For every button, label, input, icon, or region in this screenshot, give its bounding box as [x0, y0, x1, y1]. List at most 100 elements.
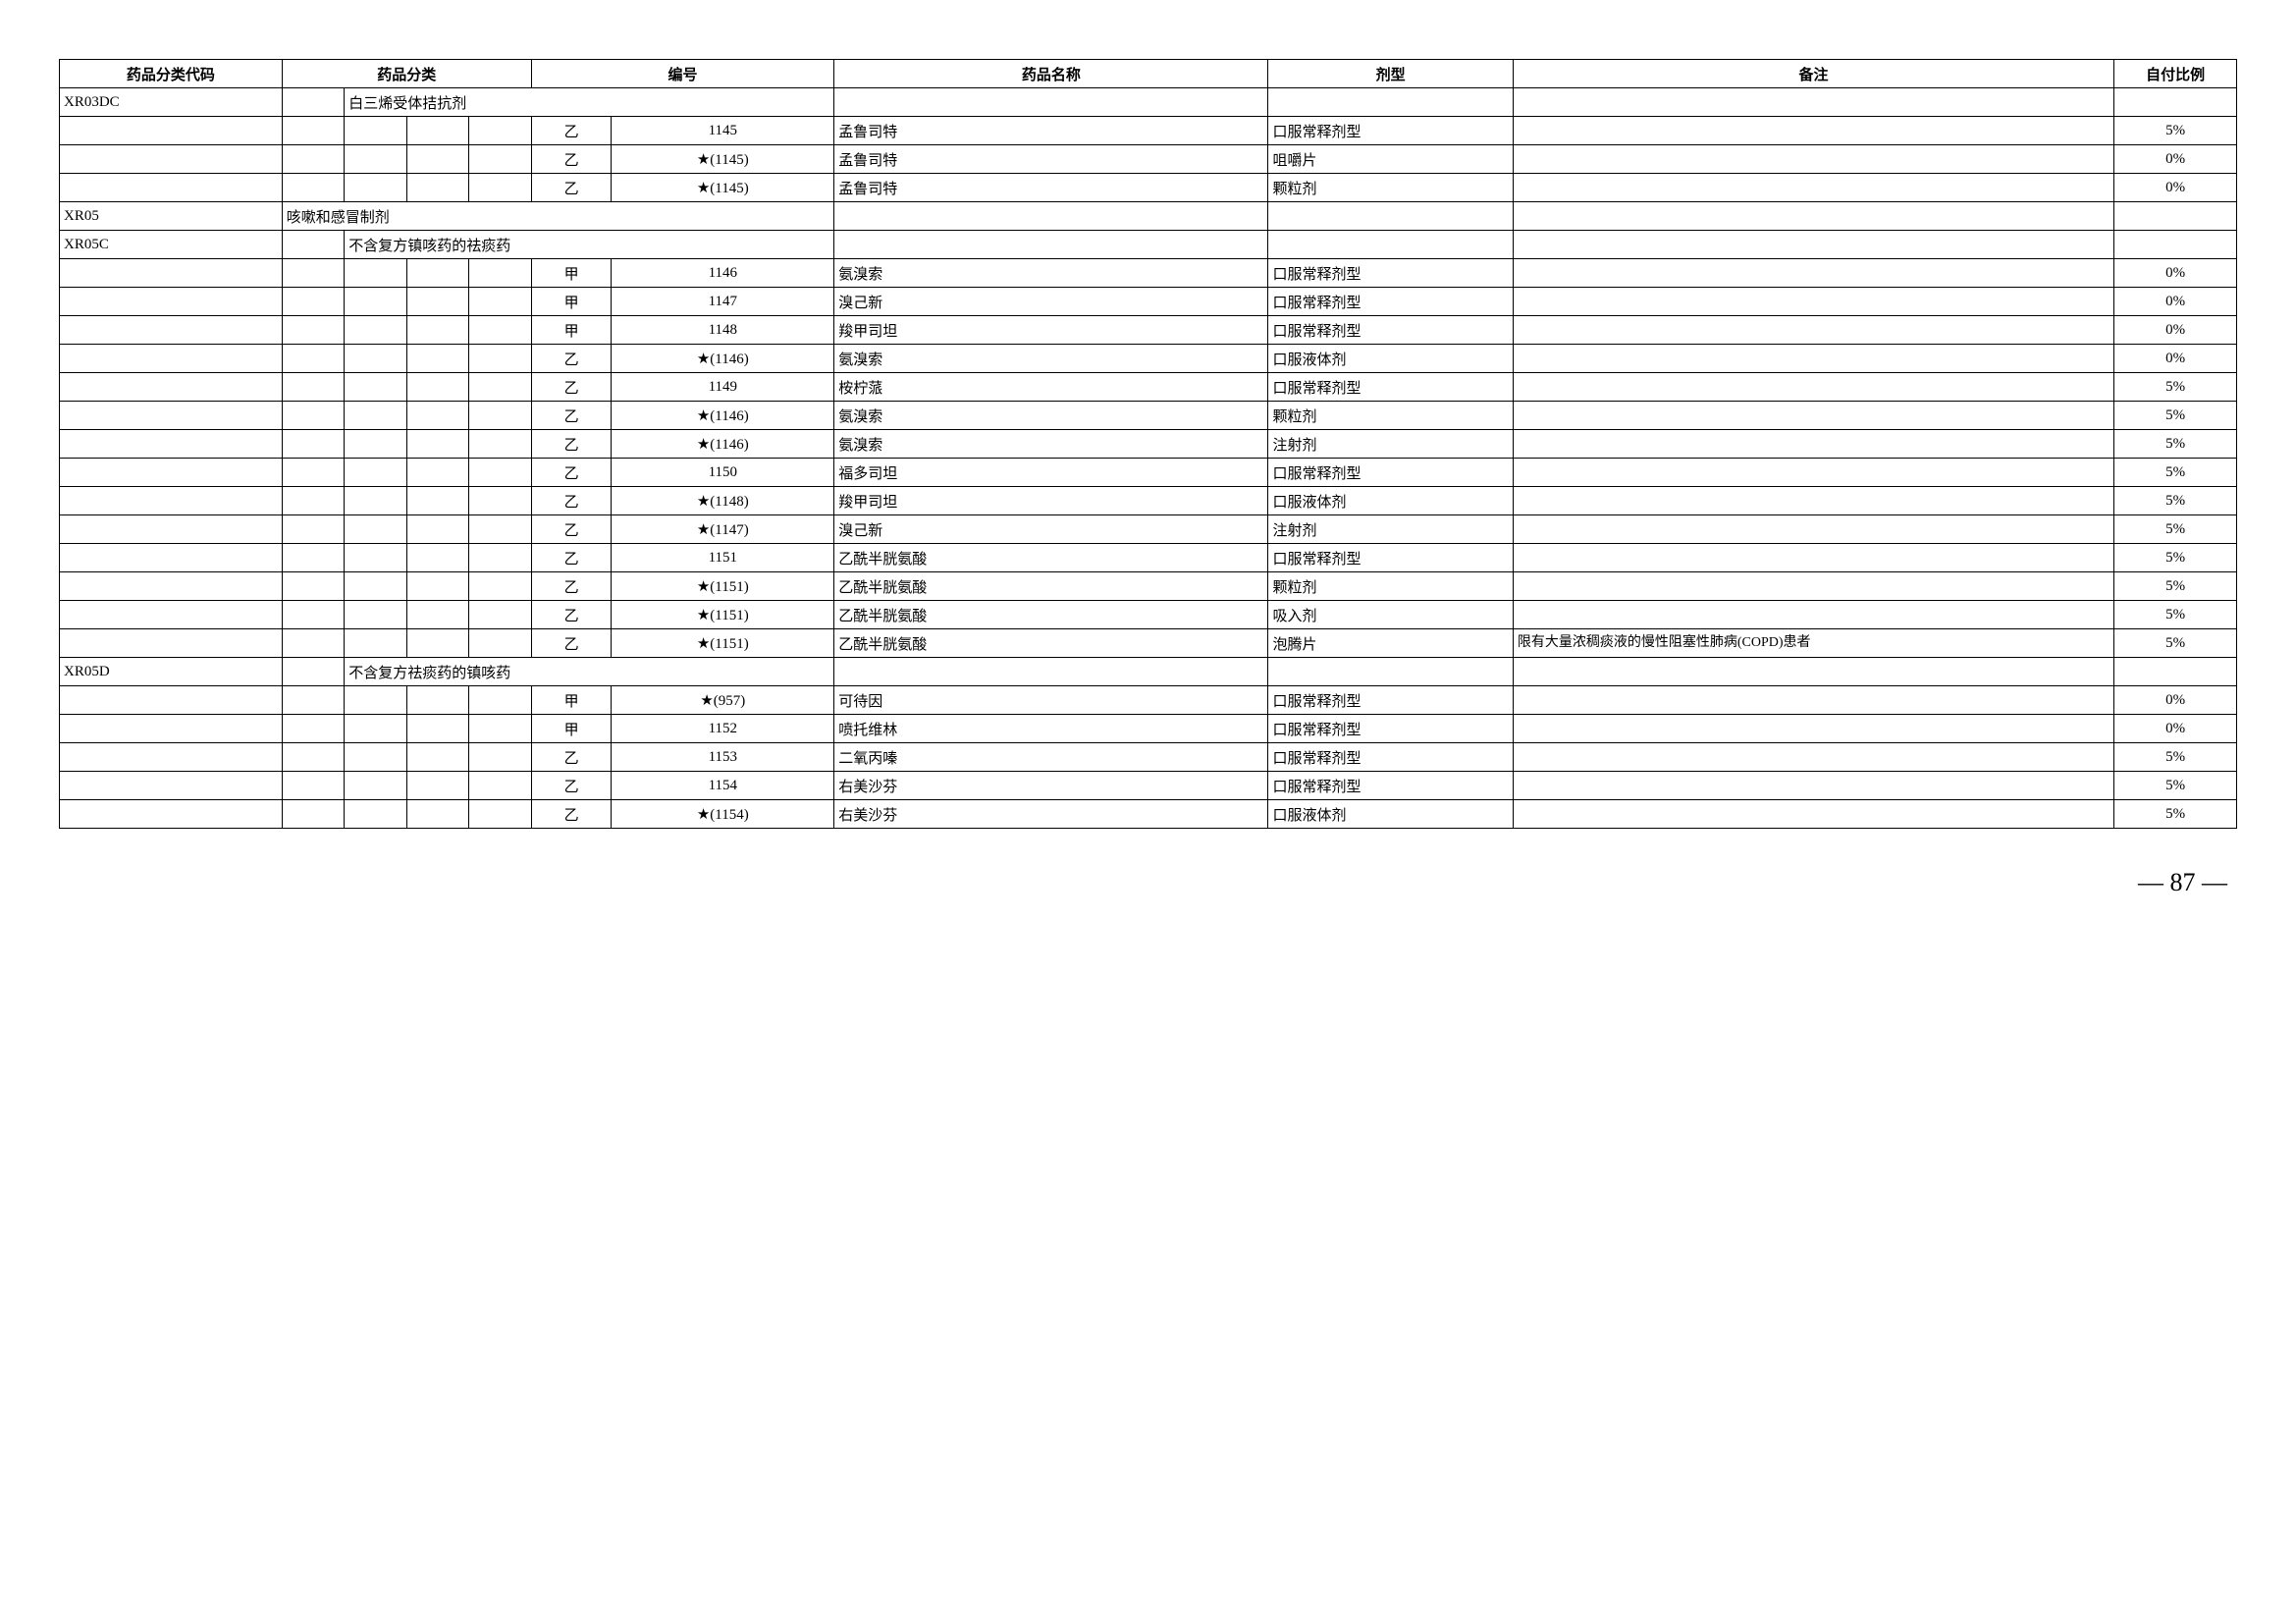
table-row: 乙★(1147)溴己新注射剂5% [60, 515, 2237, 544]
cell-grade: 乙 [531, 174, 612, 202]
cell-indent [282, 373, 344, 402]
cell-number: ★(1145) [612, 145, 834, 174]
cell-indent [406, 259, 468, 288]
cell-code [60, 715, 283, 743]
table-row: 乙★(1145)孟鲁司特咀嚼片0% [60, 145, 2237, 174]
cell-drugname [834, 658, 1268, 686]
cell-note [1513, 402, 2113, 430]
cell-indent [282, 174, 344, 202]
cell-indent [469, 686, 532, 715]
cell-grade: 甲 [531, 686, 612, 715]
cell-drugname: 氨溴索 [834, 430, 1268, 459]
cell-indent [345, 145, 406, 174]
cell-form: 颗粒剂 [1268, 174, 1513, 202]
cell-indent [406, 288, 468, 316]
cell-indent [469, 544, 532, 572]
cell-note [1513, 686, 2113, 715]
h-ratio: 自付比例 [2114, 60, 2237, 88]
cell-form [1268, 88, 1513, 117]
cell-number: 1146 [612, 259, 834, 288]
cell-note [1513, 231, 2113, 259]
cell-indent [469, 373, 532, 402]
cell-grade: 甲 [531, 715, 612, 743]
cell-indent [469, 800, 532, 829]
cell-indent [282, 117, 344, 145]
cell-code [60, 743, 283, 772]
table-row: 乙★(1151)乙酰半胱氨酸泡腾片限有大量浓稠痰液的慢性阻塞性肺病(COPD)患… [60, 629, 2237, 658]
cell-indent [282, 601, 344, 629]
cell-note [1513, 772, 2113, 800]
cell-indent [406, 117, 468, 145]
cell-code [60, 686, 283, 715]
cell-number: ★(1146) [612, 402, 834, 430]
cell-code [60, 772, 283, 800]
cell-ratio: 5% [2114, 459, 2237, 487]
cell-note [1513, 202, 2113, 231]
cell-note [1513, 743, 2113, 772]
cell-code [60, 487, 283, 515]
cell-grade: 乙 [531, 515, 612, 544]
cell-indent [282, 459, 344, 487]
cell-indent [282, 88, 344, 117]
h-note: 备注 [1513, 60, 2113, 88]
table-row: 乙1145孟鲁司特口服常释剂型5% [60, 117, 2237, 145]
cell-indent [469, 430, 532, 459]
cell-category: 咳嗽和感冒制剂 [282, 202, 833, 231]
cell-indent [469, 117, 532, 145]
h-form: 剂型 [1268, 60, 1513, 88]
table-body: XR03DC白三烯受体拮抗剂乙1145孟鲁司特口服常释剂型5%乙★(1145)孟… [60, 88, 2237, 829]
cell-drugname: 孟鲁司特 [834, 145, 1268, 174]
cell-number: ★(1154) [612, 800, 834, 829]
cell-form [1268, 202, 1513, 231]
cell-indent [345, 259, 406, 288]
cell-indent [469, 402, 532, 430]
cell-form: 吸入剂 [1268, 601, 1513, 629]
cell-indent [469, 601, 532, 629]
cell-grade: 甲 [531, 288, 612, 316]
cell-drugname: 氨溴索 [834, 345, 1268, 373]
cell-drugname: 氨溴索 [834, 402, 1268, 430]
cell-code [60, 373, 283, 402]
cell-indent [345, 117, 406, 145]
cell-grade: 乙 [531, 373, 612, 402]
cell-drugname [834, 231, 1268, 259]
cell-form: 颗粒剂 [1268, 572, 1513, 601]
cell-indent [469, 288, 532, 316]
table-row: 乙★(1146)氨溴索口服液体剂0% [60, 345, 2237, 373]
cell-indent [469, 174, 532, 202]
cell-note [1513, 88, 2113, 117]
cell-code: XR05C [60, 231, 283, 259]
table-row: XR05D不含复方祛痰药的镇咳药 [60, 658, 2237, 686]
cell-indent [345, 373, 406, 402]
cell-grade: 乙 [531, 487, 612, 515]
cell-form: 口服常释剂型 [1268, 459, 1513, 487]
cell-indent [406, 601, 468, 629]
cell-code [60, 800, 283, 829]
cell-code [60, 117, 283, 145]
cell-note [1513, 459, 2113, 487]
cell-code [60, 288, 283, 316]
cell-indent [469, 515, 532, 544]
cell-code: XR05D [60, 658, 283, 686]
table-row: 乙★(1151)乙酰半胱氨酸颗粒剂5% [60, 572, 2237, 601]
cell-note: 限有大量浓稠痰液的慢性阻塞性肺病(COPD)患者 [1513, 629, 2113, 658]
cell-ratio: 5% [2114, 487, 2237, 515]
cell-indent [282, 629, 344, 658]
cell-form: 口服液体剂 [1268, 800, 1513, 829]
table-row: 乙1150福多司坦口服常释剂型5% [60, 459, 2237, 487]
cell-ratio: 0% [2114, 259, 2237, 288]
cell-number: 1151 [612, 544, 834, 572]
cell-ratio: 5% [2114, 430, 2237, 459]
cell-indent [282, 231, 344, 259]
cell-ratio: 0% [2114, 174, 2237, 202]
cell-form: 注射剂 [1268, 430, 1513, 459]
cell-grade: 乙 [531, 743, 612, 772]
cell-indent [282, 430, 344, 459]
cell-ratio: 5% [2114, 629, 2237, 658]
cell-drugname: 乙酰半胱氨酸 [834, 572, 1268, 601]
table-row: 乙★(1145)孟鲁司特颗粒剂0% [60, 174, 2237, 202]
cell-ratio [2114, 658, 2237, 686]
cell-code [60, 544, 283, 572]
cell-indent [406, 402, 468, 430]
cell-indent [406, 430, 468, 459]
